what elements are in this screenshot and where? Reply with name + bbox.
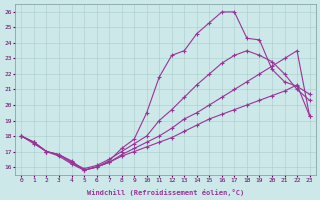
X-axis label: Windchill (Refroidissement éolien,°C): Windchill (Refroidissement éolien,°C) bbox=[87, 189, 244, 196]
